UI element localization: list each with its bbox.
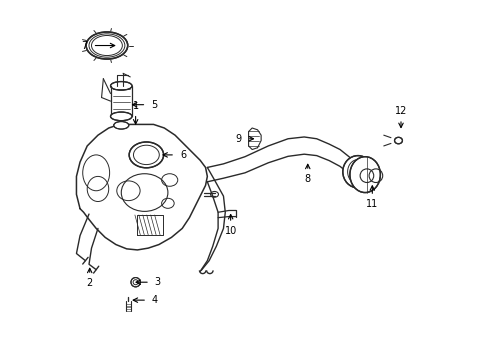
Ellipse shape bbox=[86, 32, 128, 59]
Ellipse shape bbox=[394, 137, 402, 144]
Text: 6: 6 bbox=[180, 150, 186, 160]
Text: 11: 11 bbox=[366, 199, 378, 209]
Ellipse shape bbox=[114, 122, 129, 129]
Text: 3: 3 bbox=[155, 277, 161, 287]
Ellipse shape bbox=[129, 142, 164, 168]
Text: 7: 7 bbox=[81, 41, 88, 50]
Text: 12: 12 bbox=[395, 106, 407, 116]
Polygon shape bbox=[76, 125, 207, 250]
Text: 5: 5 bbox=[151, 100, 157, 110]
Text: 4: 4 bbox=[152, 295, 158, 305]
Text: 9: 9 bbox=[236, 134, 242, 144]
Circle shape bbox=[131, 278, 140, 287]
Text: 8: 8 bbox=[305, 174, 311, 184]
Ellipse shape bbox=[343, 156, 373, 188]
Text: 2: 2 bbox=[87, 278, 93, 288]
Ellipse shape bbox=[111, 112, 132, 121]
Text: 10: 10 bbox=[224, 226, 237, 236]
Ellipse shape bbox=[111, 82, 132, 90]
Polygon shape bbox=[248, 128, 261, 149]
Ellipse shape bbox=[350, 157, 380, 193]
Text: 1: 1 bbox=[133, 101, 139, 111]
